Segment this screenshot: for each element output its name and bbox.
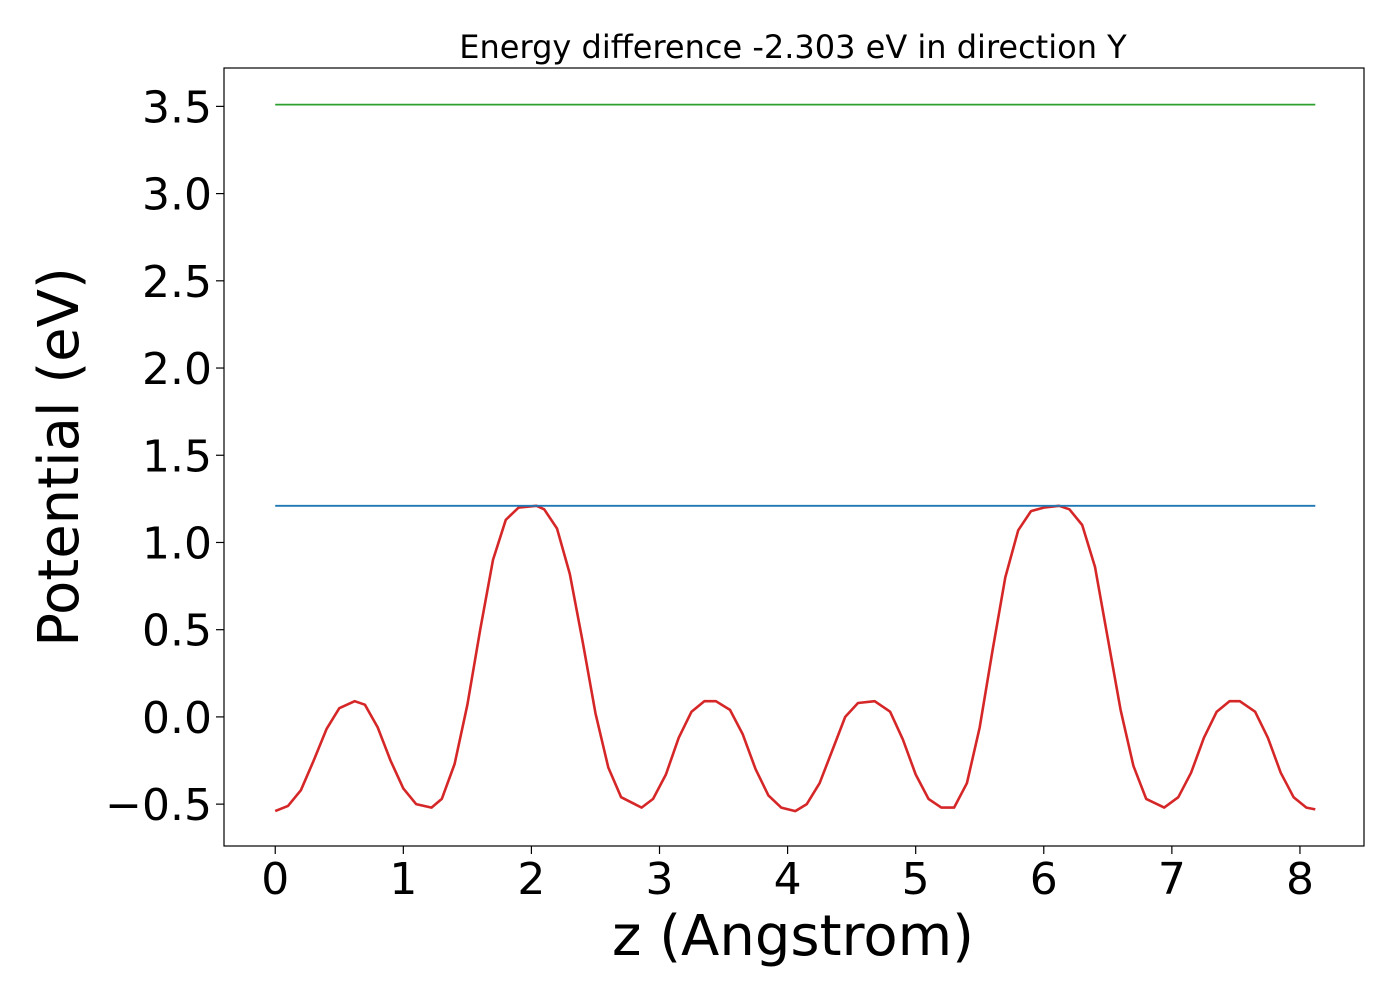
x-tick-label: 2: [517, 854, 545, 905]
x-tick-label: 6: [1030, 854, 1058, 905]
x-tick-label: 1: [389, 854, 417, 905]
x-axis-label: z (Angstrom): [612, 904, 974, 969]
x-tick-label: 8: [1286, 854, 1314, 905]
y-tick-label: −0.5: [105, 780, 212, 831]
x-tick-label: 4: [774, 854, 802, 905]
y-axis: −0.5 0.0 0.5 1.0 1.5 2.0 2.5 3.0 3.5: [105, 82, 224, 831]
x-tick-label: 7: [1158, 854, 1186, 905]
y-tick-label: 2.0: [142, 344, 212, 395]
x-tick-label: 3: [646, 854, 674, 905]
x-axis: 0 1 2 3 4 5 6 7 8: [261, 846, 1314, 905]
y-tick-label: 1.0: [142, 518, 212, 569]
chart-title: Energy difference -2.303 eV in direction…: [459, 28, 1127, 66]
y-tick-label: 2.5: [142, 257, 212, 308]
y-tick-label: 3.0: [142, 170, 212, 221]
plot-area: [223, 67, 1365, 847]
y-tick-label: 3.5: [142, 82, 212, 133]
y-tick-label: 0.0: [142, 693, 212, 744]
y-tick-label: 1.5: [142, 431, 212, 482]
x-tick-label: 5: [902, 854, 930, 905]
x-tick-label: 0: [261, 854, 289, 905]
series-layer: [274, 103, 1316, 813]
y-axis-label: Potential (eV): [27, 267, 92, 647]
y-tick-label: 0.5: [142, 606, 212, 657]
series-line-1: [274, 504, 1316, 813]
